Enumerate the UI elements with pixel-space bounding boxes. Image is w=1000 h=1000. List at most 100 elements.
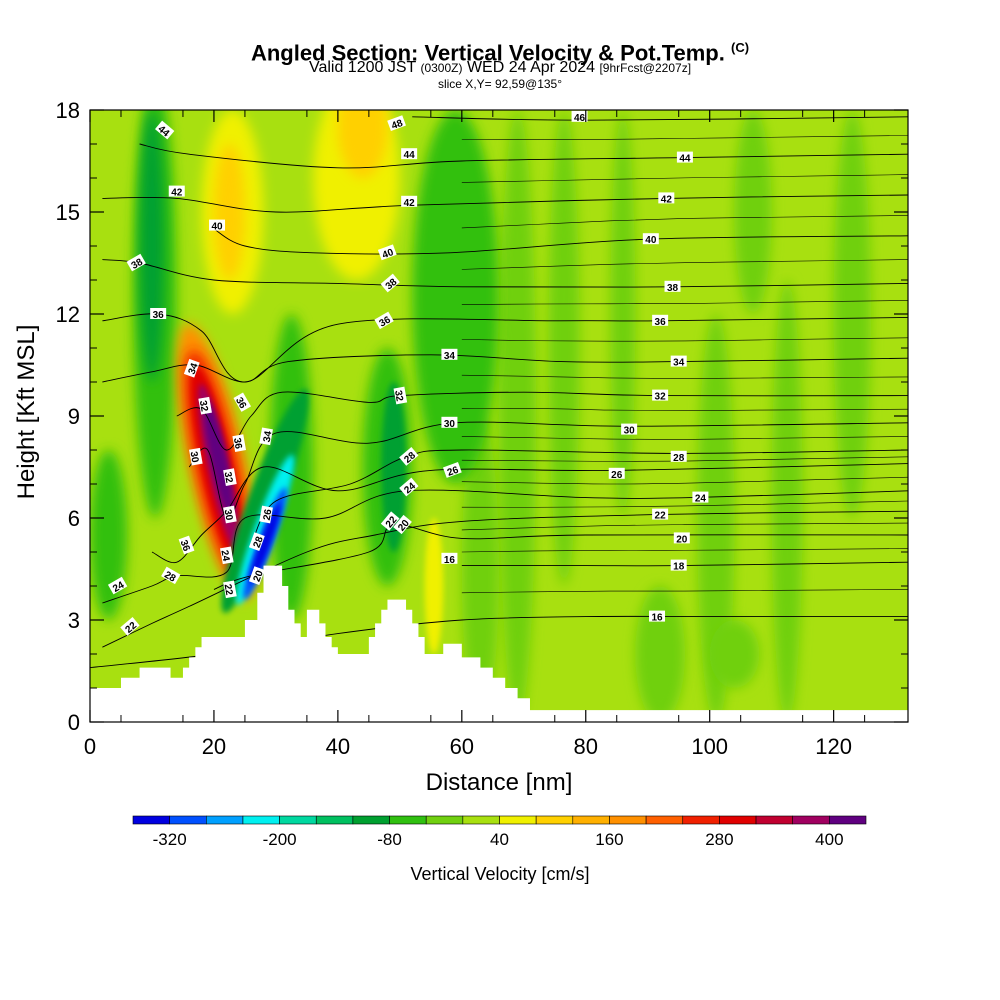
contour-labels: 16 18 20 22 24 26 28 30 32 34 36 38 40 42 44 46 44 42 40 38… <box>107 110 709 636</box>
field-band <box>498 110 537 722</box>
field-band <box>697 314 735 722</box>
contour-label-box <box>150 308 167 319</box>
contour-label: 38 <box>126 253 146 272</box>
contour-label-text: 36 <box>655 317 667 328</box>
valid-time: Valid 1200 JST <box>308 59 416 76</box>
contour-label-box <box>401 195 418 207</box>
colorbar-swatch <box>755 815 793 825</box>
theta-contour-minor <box>461 589 908 594</box>
contour-label-box <box>220 546 234 565</box>
contour-label-box <box>441 552 458 564</box>
x-tick-label: 0 <box>84 734 96 759</box>
contour-label: 42 <box>401 195 418 209</box>
contour-label-box <box>401 148 418 160</box>
contour-label: 48 <box>387 115 406 132</box>
contour-label-box <box>168 185 185 197</box>
contour-label: 44 <box>676 151 693 165</box>
theta-contour-36 <box>102 313 908 383</box>
field-band <box>139 110 165 382</box>
contour-label: 36 <box>150 308 167 321</box>
terrain <box>90 565 908 722</box>
contour-label-text: 40 <box>645 235 657 246</box>
contour-label: 34 <box>259 427 275 446</box>
colorbar-swatch <box>719 815 757 825</box>
theta-contour-44 <box>139 143 908 169</box>
terrain-mask <box>90 565 908 722</box>
contour-label-box <box>223 580 237 599</box>
colorbar-swatch <box>132 815 170 825</box>
field-band <box>771 280 803 722</box>
contour-label-box <box>670 450 687 462</box>
contour-label-text: 30 <box>187 451 200 464</box>
contour-label-text: 36 <box>233 396 248 412</box>
contour-label-text: 24 <box>111 580 127 595</box>
field-band <box>635 586 685 722</box>
contour-label-text: 42 <box>171 188 183 199</box>
theta-contour-minor <box>461 436 908 440</box>
contour-label-box <box>571 110 588 122</box>
title-main: Angled Section: Vertical Velocity & Pot.… <box>250 40 725 66</box>
contour-label-text: 46 <box>574 113 586 124</box>
contour-label-text: 16 <box>444 555 456 566</box>
contour-label: 30 <box>187 447 203 466</box>
slice-info: slice X,Y= 92,59@135° <box>437 77 563 91</box>
colorbar-swatch <box>645 815 684 825</box>
colorbar-tick-label: 280 <box>705 830 733 849</box>
theta-contour-minor <box>461 476 908 485</box>
colorbar-swatch <box>169 815 207 825</box>
contour-label: 34 <box>670 355 687 369</box>
contour-label: 36 <box>652 314 669 328</box>
contour-label: 26 <box>259 505 275 524</box>
colorbar-swatch <box>792 815 830 825</box>
colorbar-swatch <box>352 815 390 825</box>
contour-label-box <box>259 427 273 446</box>
contour-label-text: 40 <box>211 222 223 233</box>
y-tick-label: 0 <box>68 710 80 735</box>
contour-label-box <box>232 434 247 452</box>
theta-contour-minor <box>461 135 908 140</box>
updraft-peak <box>204 400 234 517</box>
contour-label-box <box>387 115 406 132</box>
contour-label: 28 <box>248 532 266 552</box>
contour-label-text: 28 <box>673 453 685 464</box>
contour-label-box <box>233 392 252 412</box>
colorbar-swatch <box>499 815 537 825</box>
field-band <box>548 110 580 586</box>
contour-label-box <box>652 508 669 520</box>
theta-contour-30 <box>188 421 908 520</box>
contour-label: 30 <box>222 505 237 524</box>
theta-contour-minor <box>461 174 908 183</box>
contour-label-box <box>223 505 237 524</box>
contour-label-text: 38 <box>667 283 679 294</box>
y-tick-label: 9 <box>68 404 80 429</box>
contour-label: 40 <box>377 244 397 261</box>
theta-contour-minor <box>461 300 908 305</box>
theta-contour-minor <box>461 548 908 553</box>
contour-label-text: 36 <box>153 310 165 321</box>
contour-label: 30 <box>441 416 458 430</box>
contour-label: 34 <box>441 348 458 362</box>
contour-label-box <box>198 396 212 415</box>
theta-contour-minor <box>461 408 908 411</box>
contour-label-box <box>652 314 669 326</box>
contour-label-box <box>155 120 175 140</box>
chart-title: Angled Section: Vertical Velocity & Pot.… <box>0 36 1000 65</box>
field-band <box>381 382 407 552</box>
contour-label-box <box>442 462 462 478</box>
valid-date: WED 24 Apr 2024 <box>466 59 596 76</box>
theta-contour-22 <box>102 510 908 648</box>
y-tick-label: 12 <box>56 302 80 327</box>
contour-label-text: 24 <box>218 549 231 562</box>
contour-label: 24 <box>692 491 709 505</box>
contour-label-text: 18 <box>673 562 685 573</box>
contour-label-text: 34 <box>262 430 275 443</box>
colorbar-swatch <box>609 815 647 825</box>
contour-label-text: 30 <box>222 508 235 521</box>
contour-label-box <box>107 576 128 595</box>
x-tick-label: 80 <box>574 734 598 759</box>
contour-label: 40 <box>642 233 659 246</box>
contour-label-box <box>608 467 625 479</box>
contour-label-text: 32 <box>655 392 667 403</box>
